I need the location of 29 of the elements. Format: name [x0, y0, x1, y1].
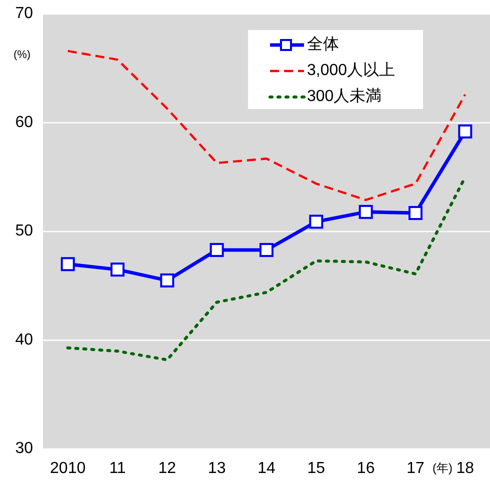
- y-tick-label: 50: [15, 222, 34, 240]
- x-tick-label: 17: [406, 460, 424, 477]
- legend-label: 3,000人以上: [307, 61, 396, 80]
- point: [309, 214, 324, 229]
- x-tick-label: 14: [258, 460, 276, 477]
- y-tick-label: 70: [15, 5, 34, 22]
- x-tick-label: 18: [456, 460, 474, 477]
- point: [358, 204, 373, 219]
- point: [160, 273, 174, 288]
- x-axis-title: (年): [432, 461, 452, 475]
- point: [110, 262, 124, 277]
- x-tick-label: 12: [158, 460, 176, 477]
- x-tick-label: 11: [109, 460, 126, 477]
- y-tick-label: 40: [15, 331, 34, 348]
- x-tick-label: 13: [208, 460, 226, 477]
- legend-label: 300人未満: [307, 87, 382, 106]
- point: [408, 206, 422, 220]
- y-tick-label: 30: [15, 440, 34, 458]
- x-tick-label: 15: [307, 460, 326, 477]
- line-series: [66, 50, 466, 202]
- x-tick-label: 16: [356, 460, 375, 477]
- legend-label: 全体: [307, 36, 339, 54]
- point: [60, 257, 75, 272]
- point: [210, 242, 224, 257]
- point: [260, 242, 274, 257]
- point: [458, 124, 472, 138]
- x-tick-label: 2010: [50, 460, 86, 477]
- y-axis-title: (%): [13, 49, 31, 61]
- y-tick-label: 60: [15, 114, 34, 131]
